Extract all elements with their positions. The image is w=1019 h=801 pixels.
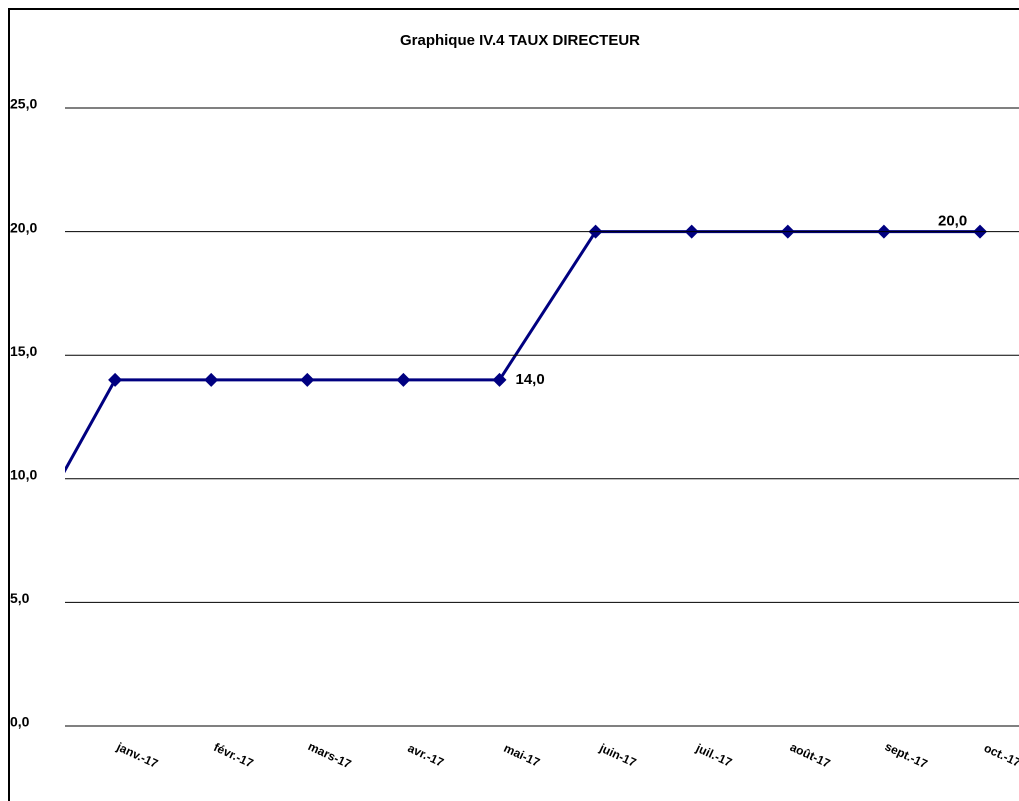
y-tick-label: 20,0 <box>10 219 37 235</box>
line <box>65 230 980 474</box>
plot-area <box>12 224 987 560</box>
x-tick-label: mai-17 <box>502 741 543 770</box>
y-tick-label: 25,0 <box>10 96 37 112</box>
x-tick-label: avr.-17 <box>406 741 447 770</box>
y-tick-label: 0,0 <box>10 714 30 730</box>
data-label: 14,0 <box>516 371 545 388</box>
marker <box>204 372 219 387</box>
y-tick-label: 10,0 <box>10 467 37 483</box>
y-tick-label: 5,0 <box>10 590 30 606</box>
x-tick-label: juin-17 <box>597 740 639 770</box>
x-tick-label: janv.-17 <box>114 739 161 771</box>
x-tick-label: sept.-17 <box>883 739 930 771</box>
marker <box>492 372 507 387</box>
data-label: 20,0 <box>938 213 967 230</box>
chart-title: Graphique IV.4 TAUX DIRECTEUR <box>400 32 640 49</box>
marker <box>396 372 411 387</box>
chart-border <box>8 8 1019 801</box>
x-tick-label: août-17 <box>788 740 833 771</box>
marker <box>300 372 315 387</box>
marker <box>12 546 26 560</box>
x-tick-label: oct.-17 <box>982 741 1019 770</box>
x-tick-label: juil.-17 <box>693 740 735 769</box>
x-tick-label: févr.-17 <box>212 740 256 771</box>
x-tick-label: mars-17 <box>306 739 354 771</box>
y-tick-label: 15,0 <box>10 343 37 359</box>
marker <box>108 372 123 387</box>
